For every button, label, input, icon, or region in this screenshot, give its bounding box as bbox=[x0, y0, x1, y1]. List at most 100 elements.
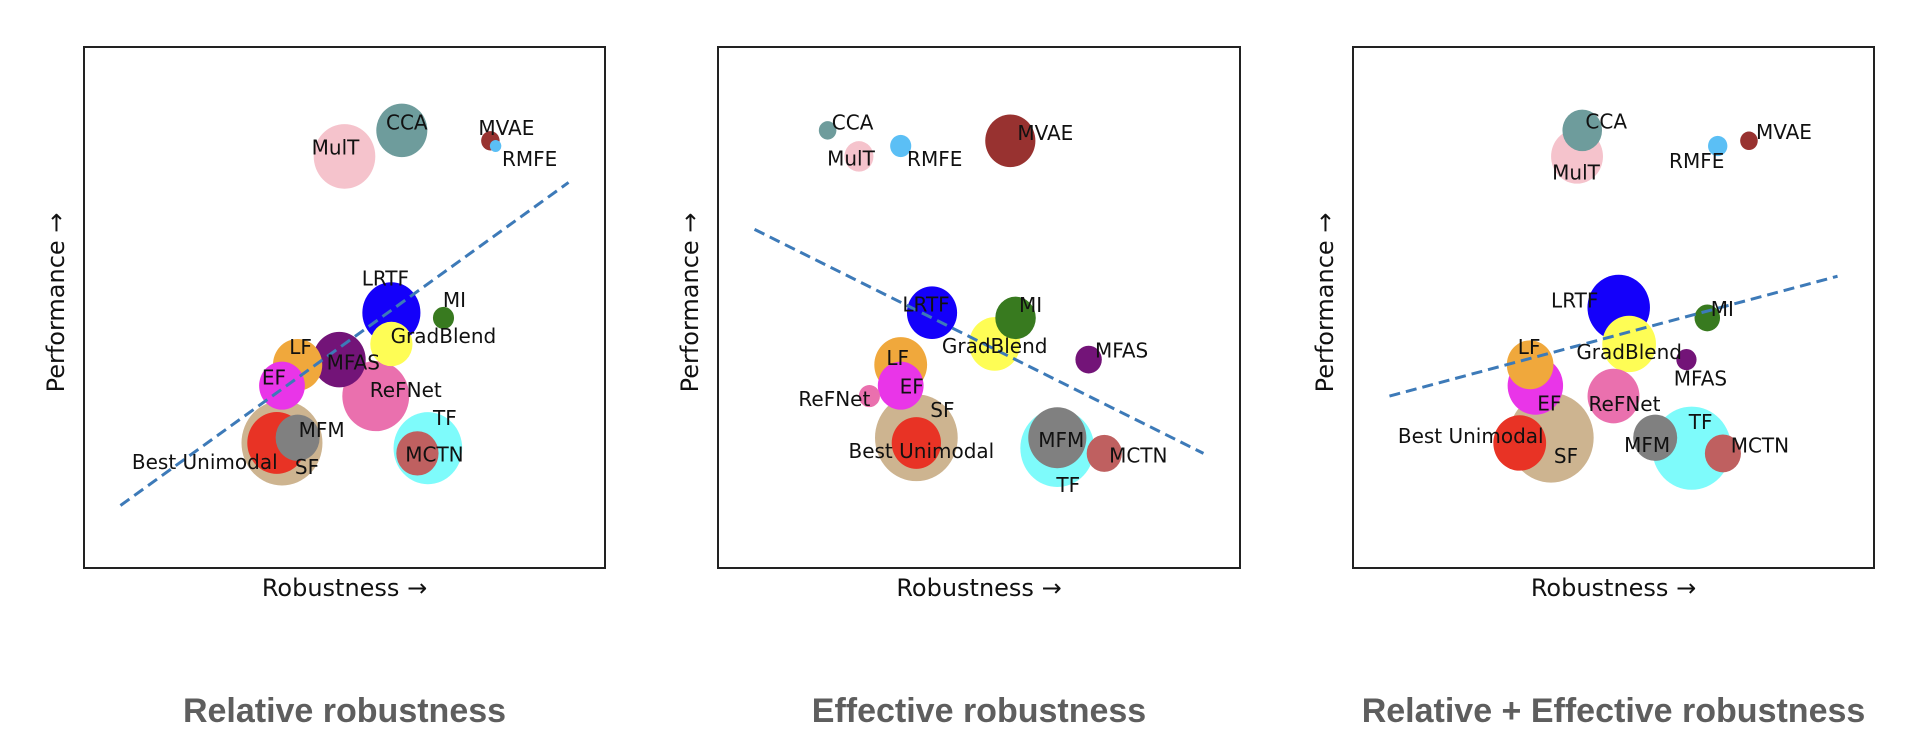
panel-title: Relative robustness bbox=[183, 692, 506, 730]
bubble-label-rmfe: RMFE bbox=[1669, 149, 1724, 173]
bubble-mult bbox=[844, 141, 874, 172]
bubble-label-mfm: MFM bbox=[1038, 428, 1084, 452]
bubble-label-tf: TF bbox=[432, 406, 457, 430]
bubble-label-mult: MulT bbox=[827, 146, 875, 170]
bubble-mfm bbox=[275, 414, 320, 461]
bubble-label-mfas: MFAS bbox=[1095, 339, 1148, 363]
bubble-label-mi: MI bbox=[1711, 297, 1734, 321]
bubble-label-mctn: MCTN bbox=[1731, 433, 1789, 457]
bubble-mctn bbox=[1704, 434, 1741, 473]
x-axis-label: Robustness → bbox=[262, 574, 427, 602]
bubble-label-ef: EF bbox=[262, 366, 286, 390]
bubble-mvae bbox=[1740, 131, 1758, 151]
plot-frame bbox=[717, 46, 1241, 569]
bubble-best-unimodal bbox=[891, 417, 941, 469]
bubble-mctn bbox=[396, 431, 439, 476]
bubble-label-mi: MI bbox=[443, 288, 466, 312]
bubble-mvae bbox=[985, 114, 1036, 168]
bubble-label-lrtf: LRTF bbox=[362, 267, 409, 291]
y-axis-label: Performance → bbox=[676, 213, 704, 393]
bubble-cca bbox=[376, 103, 428, 158]
bubble-label-tf: TF bbox=[1688, 410, 1713, 434]
bubble-mfas bbox=[1075, 345, 1102, 374]
bubbles bbox=[818, 114, 1122, 487]
bubble-label-cca: CCA bbox=[832, 110, 874, 134]
bubble-label-gradblend: GradBlend bbox=[391, 324, 497, 348]
bubble-label-mfm: MFM bbox=[299, 418, 345, 442]
bubble-label-mult: MulT bbox=[1552, 160, 1600, 184]
bubble-label-mvae: MVAE bbox=[1756, 120, 1812, 144]
bubble-mctn bbox=[1086, 434, 1122, 472]
bubble-label-mfas: MFAS bbox=[1674, 367, 1727, 391]
panel-effective-robustness: SF TF MFM LF MVAE GradBlend LRTF Best Unimodal E… bbox=[676, 46, 1241, 730]
bubble-refnet bbox=[1587, 368, 1640, 424]
bubble-label-mfm: MFM bbox=[1624, 433, 1670, 457]
bubble-label-ef: EF bbox=[1537, 392, 1561, 416]
bubble-label-sf: SF bbox=[930, 398, 954, 422]
bubble-label-lrtf: LRTF bbox=[1551, 289, 1598, 313]
bubble-label-tf: TF bbox=[1055, 473, 1080, 497]
bubble-label-gradblend: GradBlend bbox=[942, 334, 1048, 358]
bubble-refnet bbox=[858, 384, 880, 408]
bubble-label-mi: MI bbox=[1019, 293, 1042, 317]
bubble-labels: SF TF MFM LF MVAE GradBlend LRTF Best Unimodal E… bbox=[798, 110, 1167, 497]
bubble-ef bbox=[877, 361, 924, 410]
trend-line bbox=[119, 181, 570, 507]
bubble-ef bbox=[259, 361, 305, 410]
x-axis-label: Robustness → bbox=[1531, 574, 1696, 602]
bubble-label-gradblend: GradBlend bbox=[1576, 340, 1682, 364]
bubble-rmfe bbox=[489, 139, 502, 152]
bubble-mi bbox=[995, 296, 1036, 340]
bubble-label-rmfe: RMFE bbox=[907, 147, 962, 171]
bubble-label-mfas: MFAS bbox=[327, 351, 380, 375]
panel-title: Effective robustness bbox=[812, 692, 1146, 730]
bubble-lf bbox=[1506, 340, 1554, 390]
x-axis-label: Robustness → bbox=[896, 574, 1061, 602]
bubble-label-mctn: MCTN bbox=[1109, 443, 1167, 467]
bubble-cca bbox=[1562, 109, 1603, 152]
bubble-label-cca: CCA bbox=[386, 110, 428, 134]
bubble-label-lf: LF bbox=[1518, 335, 1541, 359]
bubble-label-refnet: ReFNet bbox=[370, 378, 442, 402]
y-axis-label: Performance → bbox=[1311, 213, 1339, 393]
bubble-label-sf: SF bbox=[295, 455, 319, 479]
bubble-label-mvae: MVAE bbox=[1017, 121, 1073, 145]
bubble-best-unimodal bbox=[1493, 415, 1547, 471]
trend-line bbox=[753, 228, 1205, 455]
bubble-gradblend bbox=[370, 321, 413, 367]
bubble-label-ef: EF bbox=[900, 375, 924, 399]
bubble-rmfe bbox=[890, 134, 912, 158]
bubble-mult bbox=[313, 124, 376, 189]
bubble-label-rmfe: RMFE bbox=[502, 147, 557, 171]
bubble-labels: SF TF LRTF EF GradBlend MulT ReFNet Best Unimod… bbox=[1398, 109, 1812, 467]
bubble-label-best-unimodal: Best Unimodal bbox=[848, 439, 994, 463]
bubble-mi bbox=[432, 306, 455, 330]
bubble-label-cca: CCA bbox=[1585, 109, 1627, 133]
bubble-lrtf bbox=[906, 286, 958, 340]
trend-line bbox=[1389, 274, 1838, 398]
bubble-mfas bbox=[1676, 348, 1697, 371]
bubble-cca bbox=[818, 121, 837, 140]
bubble-label-sf: SF bbox=[1554, 444, 1578, 468]
bubble-mfm bbox=[1633, 414, 1678, 461]
bubble-label-best-unimodal: Best Unimodal bbox=[1398, 424, 1544, 448]
bubble-label-refnet: ReFNet bbox=[798, 387, 870, 411]
bubble-label-mvae: MVAE bbox=[478, 116, 534, 140]
bubble-label-mctn: MCTN bbox=[405, 442, 463, 466]
bubble-mi bbox=[1694, 304, 1721, 332]
bubble-label-mult: MulT bbox=[312, 135, 360, 159]
panel-relative-robustness: SF TF ReFNet MulT Best Unimodal LRTF MFAS CCA LF… bbox=[42, 46, 606, 730]
bubble-refnet bbox=[342, 360, 410, 432]
bubble-rmfe bbox=[1708, 135, 1728, 157]
bubble-mfas bbox=[312, 331, 366, 388]
panel-title: Relative + Effective robustness bbox=[1362, 692, 1866, 730]
bubble-mfm bbox=[1028, 407, 1087, 469]
bubble-label-refnet: ReFNet bbox=[1589, 392, 1661, 416]
bubble-labels: SF TF ReFNet MulT Best Unimodal LRTF MFAS CCA LF… bbox=[132, 110, 557, 479]
bubbles bbox=[241, 103, 502, 486]
bubble-label-lf: LF bbox=[886, 346, 909, 370]
y-axis-label: Performance → bbox=[42, 213, 70, 393]
bubble-label-lf: LF bbox=[289, 335, 312, 359]
bubble-label-best-unimodal: Best Unimodal bbox=[132, 450, 278, 474]
